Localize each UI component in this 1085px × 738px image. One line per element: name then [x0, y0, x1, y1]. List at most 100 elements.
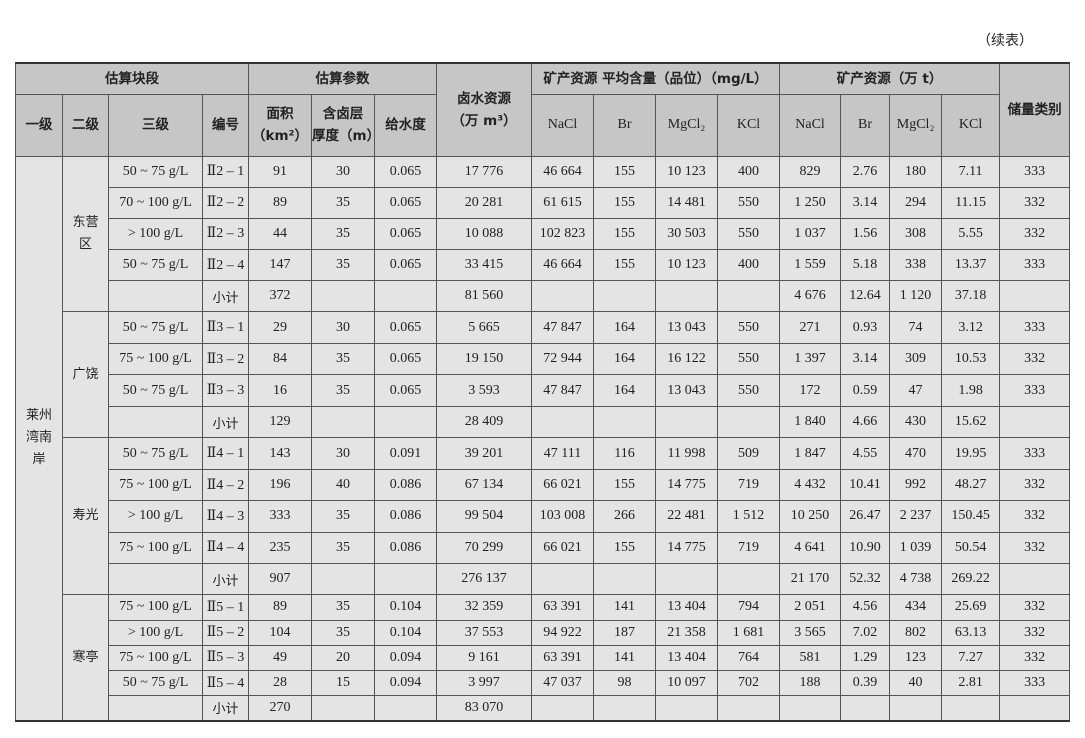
brine-resource-cell: 20 281 — [436, 186, 533, 219]
brine-resource-cell: 17 776 — [436, 155, 533, 188]
code-cell: Ⅱ5 – 1 — [202, 594, 249, 621]
grade-kcl-cell: 719 — [717, 468, 781, 502]
reserve-category-cell: 333 — [999, 374, 1071, 407]
header-brine-resource: 卤水资源 （万 m³） — [436, 62, 533, 157]
grade-mgcl2-cell: 10 123 — [655, 155, 719, 188]
grade-nacl-cell — [531, 562, 595, 596]
code-cell: Ⅱ2 – 3 — [202, 217, 249, 251]
level3-cell: 50 ~ 75 g/L — [108, 374, 203, 407]
grade-mgcl2-cell: 10 097 — [655, 669, 719, 697]
subtotal-row: 小计 129 28 409 1 840 4.66 430 15.62 — [16, 405, 1071, 439]
reserve-category-cell: 333 — [999, 155, 1071, 188]
level2-name: 广饶 — [72, 366, 99, 382]
grade-mgcl2-cell — [655, 562, 719, 596]
code-cell: 小计 — [202, 405, 249, 439]
thickness-cell: 30 — [311, 311, 375, 344]
grade-mgcl2-cell: 14 775 — [655, 531, 719, 565]
level3-cell: 70 ~ 100 g/L — [108, 186, 203, 219]
level3-cell: 75 ~ 100 g/L — [108, 594, 203, 621]
mineral-mgcl2-cell: 2 237 — [889, 500, 943, 533]
header-mineral: 矿产资源（万 t） — [779, 62, 1001, 95]
reserve-category-cell — [999, 280, 1071, 313]
brine-resource-cell: 99 504 — [436, 500, 533, 533]
grade-nacl-cell: 47 847 — [531, 374, 595, 407]
mineral-kcl-cell: 2.81 — [941, 669, 1001, 697]
specific-yield-cell: 0.065 — [373, 155, 438, 188]
reserve-category-cell — [999, 695, 1071, 722]
grade-mgcl2-cell: 13 043 — [655, 374, 719, 407]
grade-br-cell: 164 — [593, 342, 657, 376]
reserve-category-cell: 332 — [999, 500, 1071, 533]
table-row: 寿光 50 ~ 75 g/L Ⅱ4 – 1 143 30 0.091 39 201 47 11… — [16, 437, 1071, 596]
grade-kcl-cell — [717, 695, 781, 722]
code-cell: Ⅱ3 – 1 — [202, 311, 249, 344]
mineral-nacl-cell: 1 037 — [779, 217, 842, 251]
mineral-nacl-cell: 581 — [779, 644, 842, 671]
table-row: 75 ~ 100 g/L Ⅱ3 – 2 84 35 0.065 19 150 72 944 1… — [16, 342, 1071, 376]
grade-br-cell: 116 — [593, 437, 657, 470]
header-grade: 矿产资源 平均含量（品位）（mg/L） — [531, 62, 781, 95]
subtotal-row: 小计 270 83 070 — [16, 695, 1071, 722]
grade-kcl-cell: 550 — [717, 217, 781, 251]
thickness-cell — [311, 280, 375, 313]
thickness-cell: 35 — [311, 217, 375, 251]
mineral-mgcl2-cell: 47 — [889, 374, 943, 407]
grade-nacl-cell: 66 021 — [531, 531, 595, 565]
code-cell: 小计 — [202, 695, 249, 722]
mineral-mgcl2-cell: 1 039 — [889, 531, 943, 565]
mineral-nacl-cell: 2 051 — [779, 594, 842, 621]
area-cell: 44 — [248, 217, 312, 251]
grade-mgcl2-cell — [655, 695, 719, 722]
grade-br-cell: 155 — [593, 155, 657, 188]
mineral-kcl-cell: 37.18 — [941, 280, 1001, 313]
mineral-mgcl2-cell: 430 — [889, 405, 943, 439]
mineral-br-cell: 1.56 — [840, 217, 891, 251]
mineral-kcl-cell: 3.12 — [941, 311, 1001, 344]
table-row: > 100 g/L Ⅱ2 – 3 44 35 0.065 10 088 102 823 155… — [16, 217, 1071, 251]
level3-cell: > 100 g/L — [108, 217, 203, 251]
level3-cell: 50 ~ 75 g/L — [108, 669, 203, 697]
level3-cell: 75 ~ 100 g/L — [108, 468, 203, 502]
specific-yield-cell — [373, 695, 438, 722]
specific-yield-cell: 0.094 — [373, 669, 438, 697]
thickness-cell: 30 — [311, 437, 375, 470]
level3-cell: 50 ~ 75 g/L — [108, 437, 203, 470]
grade-kcl-cell: 719 — [717, 531, 781, 565]
grade-kcl-cell — [717, 562, 781, 596]
grade-kcl-cell: 550 — [717, 186, 781, 219]
mineral-br-cell: 0.93 — [840, 311, 891, 344]
grade-mgcl2-cell: 22 481 — [655, 500, 719, 533]
grade-br-cell: 155 — [593, 468, 657, 502]
grade-mgcl2-cell: 11 998 — [655, 437, 719, 470]
code-cell: Ⅱ4 – 2 — [202, 468, 249, 502]
specific-yield-cell: 0.065 — [373, 217, 438, 251]
grade-nacl-cell — [531, 280, 595, 313]
mineral-br-cell: 10.41 — [840, 468, 891, 502]
mineral-nacl-cell — [779, 695, 842, 722]
specific-yield-cell: 0.104 — [373, 619, 438, 646]
code-cell: Ⅱ3 – 2 — [202, 342, 249, 376]
specific-yield-cell: 0.091 — [373, 437, 438, 470]
header-area: 面积 （km²） — [248, 93, 312, 157]
thickness-cell: 35 — [311, 594, 375, 621]
table-row: 50 ~ 75 g/L Ⅱ5 – 4 28 15 0.094 3 997 47 037 98 1… — [16, 669, 1071, 697]
header-mineral-mgcl2: MgCl₂ — [889, 93, 943, 157]
header-area-line2: （km²） — [252, 128, 308, 144]
level1-name: 莱州湾南岸 — [25, 408, 52, 468]
brine-resource-cell: 83 070 — [436, 695, 533, 722]
mineral-nacl-cell: 1 397 — [779, 342, 842, 376]
mineral-nacl-cell: 172 — [779, 374, 842, 407]
mineral-br-cell: 4.56 — [840, 594, 891, 621]
mineral-nacl-cell: 1 847 — [779, 437, 842, 470]
reserve-category-cell: 332 — [999, 217, 1071, 251]
level3-cell: 75 ~ 100 g/L — [108, 644, 203, 671]
mineral-mgcl2-cell: 40 — [889, 669, 943, 697]
grade-nacl-cell: 103 008 — [531, 500, 595, 533]
mineral-mgcl2-cell: 308 — [889, 217, 943, 251]
grade-kcl-cell: 550 — [717, 342, 781, 376]
brine-resource-cell: 33 415 — [436, 249, 533, 282]
level2-cell: 东营区 — [62, 155, 109, 313]
mineral-nacl-cell: 3 565 — [779, 619, 842, 646]
grade-kcl-cell: 702 — [717, 669, 781, 697]
grade-nacl-cell — [531, 695, 595, 722]
